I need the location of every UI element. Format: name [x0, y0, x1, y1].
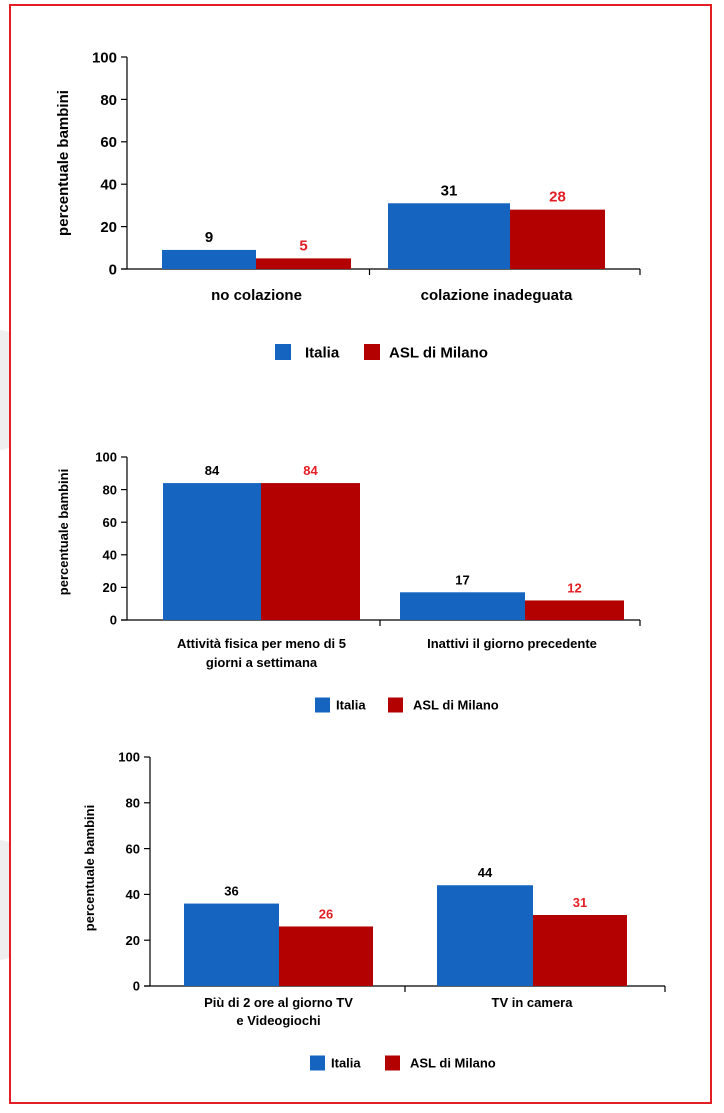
y-axis-label: percentuale bambini	[55, 90, 72, 236]
y-axis-label: percentuale bambini	[82, 805, 97, 931]
bar-italia	[400, 592, 525, 620]
bar-chart-breakfast: 0 20 40 60 80 100 percentuale bambini 9 5 no cola…	[55, 49, 641, 361]
bar-italia	[184, 903, 279, 986]
y-axis-label: percentuale bambini	[56, 469, 71, 595]
bar-italia	[163, 483, 261, 620]
data-label: 28	[549, 189, 566, 206]
bar-italia	[388, 203, 510, 269]
data-label: 84	[205, 463, 220, 478]
y-tick-label: 0	[110, 613, 117, 628]
y-tick-label: 100	[92, 49, 117, 66]
bar-asl-milano	[279, 926, 373, 986]
y-tick-label: 100	[118, 750, 140, 765]
bar-italia	[162, 249, 256, 269]
legend-swatch-asl-milano	[388, 697, 403, 713]
data-label: 26	[319, 906, 333, 921]
y-tick-label: 60	[126, 841, 140, 856]
legend-swatch-italia	[315, 697, 330, 713]
x-category-label: Attività fisica per meno di 5	[177, 636, 346, 651]
legend-swatch-italia	[310, 1055, 325, 1071]
legend-label-asl-milano: ASL di Milano	[410, 1056, 496, 1071]
x-category-label: TV in camera	[492, 995, 574, 1010]
legend-label-italia: Italia	[336, 698, 366, 713]
bar-asl-milano	[261, 483, 360, 620]
y-tick-label: 40	[103, 547, 117, 562]
x-category-label: colazione inadeguata	[421, 287, 573, 304]
y-tick-label: 0	[133, 979, 140, 994]
y-tick-label: 100	[95, 450, 117, 465]
y-tick-label: 20	[103, 580, 117, 595]
x-category-label: Più di 2 ore al giorno TV	[204, 995, 353, 1010]
legend-label-italia: Italia	[331, 1056, 361, 1071]
legend-label-italia: Italia	[305, 344, 340, 361]
legend-label-asl-milano: ASL di Milano	[413, 698, 499, 713]
data-label: 17	[455, 572, 469, 587]
data-label: 44	[478, 865, 493, 880]
data-label: 12	[567, 580, 581, 595]
y-tick-label: 20	[126, 933, 140, 948]
data-label: 31	[573, 895, 587, 910]
bar-italia	[437, 885, 533, 986]
y-tick-label: 80	[126, 795, 140, 810]
x-category-label: giorni a settimana	[206, 655, 318, 670]
y-tick-label: 60	[100, 134, 117, 151]
data-label: 31	[441, 182, 458, 199]
y-tick-label: 0	[109, 261, 117, 278]
legend-swatch-italia	[275, 344, 291, 360]
data-label: 36	[224, 884, 238, 899]
legend-swatch-asl-milano	[385, 1055, 400, 1071]
bar-chart-physical-activity: 0 20 40 60 80 100 percentuale bambini 84 84 Attiv…	[56, 450, 641, 713]
data-label: 84	[303, 463, 318, 478]
bar-asl-milano	[533, 915, 627, 986]
bar-asl-milano	[256, 258, 351, 269]
data-label: 5	[299, 237, 307, 254]
y-tick-label: 40	[100, 177, 117, 194]
y-tick-label: 20	[100, 219, 117, 236]
legend-swatch-asl-milano	[364, 344, 380, 360]
bar-asl-milano	[525, 600, 624, 620]
bar-asl-milano	[510, 209, 605, 269]
y-tick-label: 40	[126, 887, 140, 902]
y-tick-label: 80	[100, 92, 117, 109]
y-tick-label: 60	[103, 515, 117, 530]
data-label: 9	[205, 229, 213, 246]
x-category-label: no colazione	[211, 287, 302, 304]
y-tick-label: 80	[103, 482, 117, 497]
x-category-label: e Videogiochi	[236, 1013, 320, 1028]
legend-label-asl-milano: ASL di Milano	[389, 344, 488, 361]
x-category-label: Inattivi il giorno precedente	[427, 636, 597, 651]
